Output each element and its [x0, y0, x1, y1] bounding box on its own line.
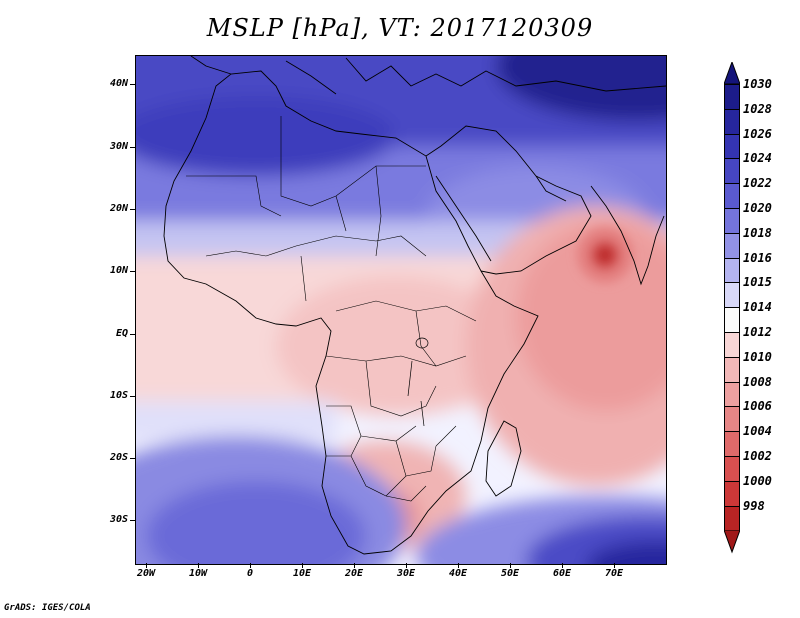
- colorbar-label: 1002: [743, 449, 772, 463]
- coastlines: [163, 56, 666, 555]
- colorbar-label: 1006: [743, 399, 772, 414]
- lat-label: 30S: [109, 514, 128, 525]
- africa-coast: [163, 70, 539, 555]
- colorbar-cell: [724, 456, 740, 481]
- colorbar-label: 1028: [743, 101, 772, 116]
- red-sea-coast: [435, 175, 492, 262]
- colorbar-label: 1030: [743, 77, 772, 91]
- lon-label: 30E: [396, 568, 416, 579]
- lon-label: 10W: [188, 568, 208, 579]
- colorbar-label: 1010: [743, 349, 772, 364]
- lon-label: 40E: [448, 568, 468, 579]
- colorbar-cell: [724, 431, 740, 456]
- lon-label: 20W: [136, 568, 156, 579]
- colorbar-cell: [724, 356, 740, 382]
- arabia-coast: [425, 125, 592, 275]
- colorbar-cell: [724, 480, 740, 506]
- lon-label: 60E: [552, 568, 572, 579]
- colorbar-label: 1016: [743, 250, 772, 265]
- colorbar-label: 1026: [743, 126, 772, 141]
- europe-coast: [190, 56, 666, 95]
- colorbar-cell: [724, 84, 740, 109]
- colorbar-label: 1022: [743, 176, 772, 191]
- pressure-shading: [136, 56, 666, 564]
- lat-label: 10S: [109, 390, 128, 401]
- lon-label: 20E: [344, 568, 364, 579]
- lat-label: EQ: [115, 328, 128, 339]
- lat-label: 20N: [109, 203, 128, 214]
- colorbar-label: 1024: [743, 151, 772, 166]
- pressure-field-svg: [136, 56, 666, 564]
- lat-label: 10N: [109, 265, 128, 276]
- tropical-low: [577, 227, 633, 283]
- colorbar-label: 998: [743, 498, 765, 513]
- colorbar-label: 1008: [743, 374, 772, 389]
- colorbar-cell: [724, 381, 740, 407]
- lon-label: 70E: [604, 568, 624, 579]
- colorbar-cell: [724, 307, 740, 332]
- india-coast: [590, 185, 665, 286]
- colorbar-cell: [724, 108, 740, 134]
- pressure-map: [135, 55, 667, 565]
- colorbar-cell: [724, 158, 740, 184]
- lon-label: 0: [246, 568, 254, 579]
- colorbar-cell: [724, 183, 740, 208]
- colorbar-cell: [724, 232, 740, 258]
- colorbar-label: 1004: [743, 424, 772, 439]
- map-title: MSLP [hPa], VT: 2017120309: [206, 14, 594, 42]
- colorbar-cell: [724, 505, 740, 531]
- lat-label: 30N: [109, 141, 128, 152]
- grads-credit: GrADS: IGES/COLA: [4, 603, 91, 613]
- colorbar-label: 1000: [743, 473, 772, 488]
- colorbar-label: 1014: [743, 300, 772, 315]
- lon-label: 50E: [500, 568, 520, 579]
- colorbar-cell: [724, 406, 740, 432]
- gulf-coast: [535, 175, 567, 202]
- colorbar-label: 1018: [743, 225, 772, 240]
- colorbar-label: 1015: [743, 275, 772, 290]
- colorbar-label: 1012: [743, 325, 772, 339]
- lakes: [407, 337, 429, 427]
- colorbar-cell: [724, 208, 740, 233]
- lat-label: 40N: [109, 78, 128, 89]
- country-borders: [186, 116, 477, 502]
- madagascar-coast: [485, 420, 522, 497]
- colorbar-cell: [724, 133, 740, 159]
- colorbar-cell: [724, 332, 740, 357]
- colorbar-label: 1020: [743, 201, 772, 215]
- lat-label: 20S: [109, 452, 128, 463]
- lon-label: 10E: [292, 568, 312, 579]
- colorbar-cell: [724, 257, 740, 283]
- colorbar-cell: [724, 282, 740, 308]
